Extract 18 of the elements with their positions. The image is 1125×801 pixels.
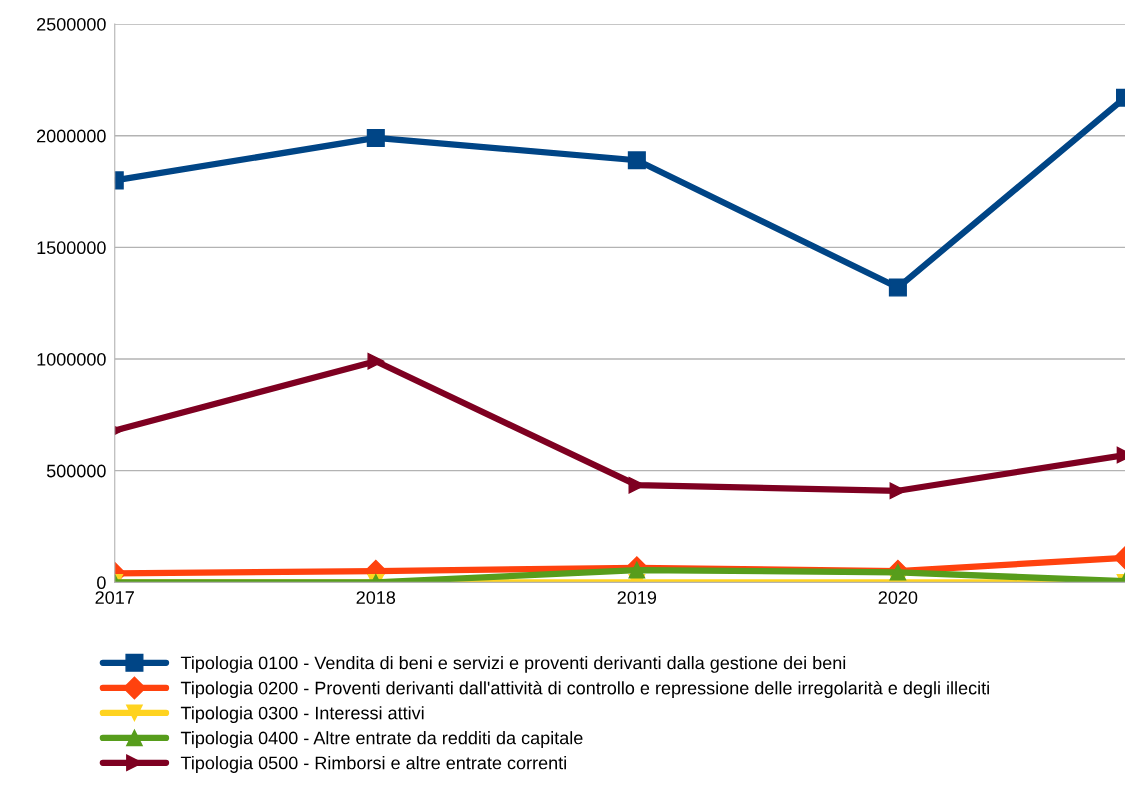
legend-label: Tipologia 0300 - Interessi attivi [180,706,424,723]
y-tick-label: 500000 [46,464,106,478]
y-tick-label: 0 [97,576,106,590]
legend-label: Tipologia 0100 - Vendita di beni e servizi e proventi derivanti dalla gestione dei beni [180,656,846,673]
y-tick-label: 1500000 [37,241,106,255]
legend-label: Tipologia 0500 - Rimborsi e altre entrate correnti [180,756,566,773]
x-tick-label: 2019 [617,591,657,604]
y-tick-label: 2000000 [37,129,106,143]
legend-label: Tipologia 0200 - Proventi derivanti dall'attività di controllo e repressione delle irregolarità e degli illeciti [180,680,989,699]
x-tick-label: 2017 [95,591,134,604]
x-tick-label: 2018 [356,591,396,604]
y-tick-label: 1000000 [37,352,106,366]
legend-label: Tipologia 0400 - Altre entrate da redditi da capitale [180,731,583,748]
y-tick-label: 2500000 [37,17,106,31]
x-tick-label: 2020 [878,591,918,604]
point [628,561,646,579]
point [627,151,646,170]
point [367,352,385,370]
